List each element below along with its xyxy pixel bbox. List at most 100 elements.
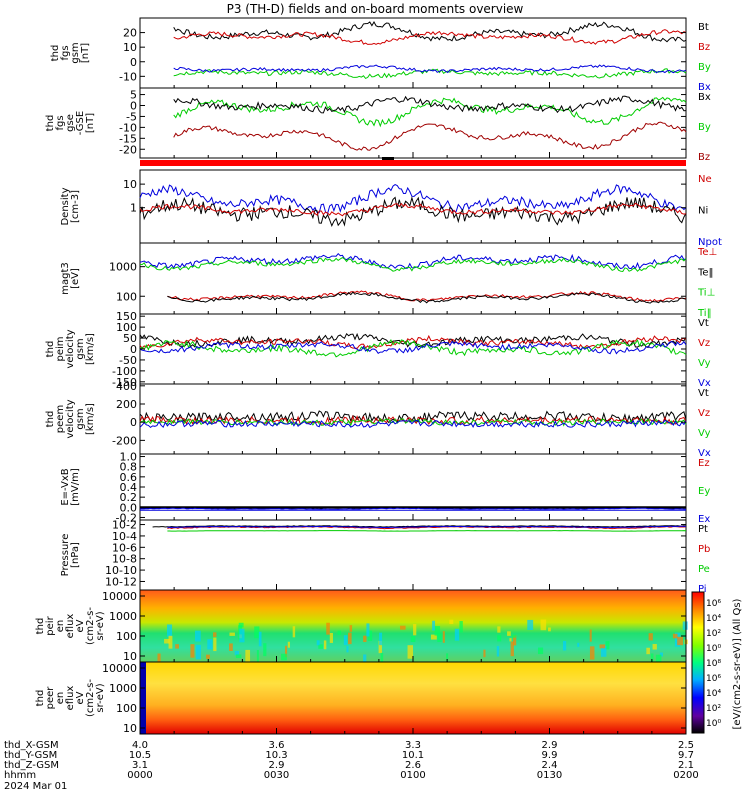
series-line-Vt: [139, 332, 687, 349]
spectrogram-pixel: [349, 625, 353, 632]
legend-Pe: Pe: [698, 564, 710, 575]
spectrogram-pixel: [497, 635, 502, 642]
spectrogram-pixel: [157, 653, 161, 664]
spectrogram-pixel: [195, 630, 201, 642]
y-axis-label-line: velocity: [65, 399, 76, 438]
panel-10: 10000 1000 100 10 thd peer en eflux eV (cm2-s-sr-…: [35, 661, 687, 735]
y-tick-label: 100: [116, 702, 137, 715]
colorbar-tick-label: 10⁰: [706, 719, 721, 729]
y-tick-label: 10-4: [112, 530, 137, 543]
spectrogram-pixel: [190, 644, 195, 658]
spectrogram-pixel: [659, 652, 663, 657]
x-row-label: thd_Y-GSM: [4, 750, 57, 761]
panel-4: 1000 100 magt3 [eV] Te⊥ Te‖ Ti⊥ Ti‖: [60, 242, 717, 319]
y-axis-label: thd peim velocity gsm [km/s]: [45, 329, 96, 368]
legend-Vx: Vx: [698, 378, 711, 389]
spectrogram-pixel: [379, 632, 383, 646]
series-line-Vt: [139, 410, 687, 425]
spectrogram-pixel: [256, 650, 259, 662]
spectrogram-pixel: [589, 629, 592, 642]
x-row-value: 2.4: [542, 760, 558, 771]
spectrogram-pixel: [497, 626, 501, 633]
legend-Te⊥: Te⊥: [697, 247, 717, 258]
y-axis-label-line: [eV]: [70, 268, 81, 289]
spectrogram-pixel: [346, 645, 349, 653]
spectrogram-pixel: [513, 635, 517, 646]
x-row-value: 0030: [264, 770, 289, 781]
y-tick-label: 10-6: [112, 541, 137, 554]
spectrogram-pixel: [432, 620, 436, 631]
y-axis-label-line: [km/s]: [85, 403, 96, 435]
y-axis-label-line: fgs: [55, 115, 66, 130]
colorbar: 10⁶ 10⁴ 10² 10⁰ 10⁸ 10⁶ 10⁴ 10² 10⁰ [eV/(cm2-s-sr…: [691, 591, 743, 734]
y-tick-label: 150: [116, 310, 137, 323]
legend-Ne: Ne: [698, 174, 712, 185]
y-axis-label: magt3 [eV]: [60, 262, 81, 295]
legend-Ez: Ez: [698, 458, 710, 469]
spectrogram-pixel: [449, 619, 454, 624]
x-row-value: 4.0: [132, 740, 148, 751]
spectrogram-pixel: [239, 628, 245, 643]
y-tick-label: 1000: [109, 261, 137, 274]
x-axis: thd_X-GSM 4.0 3.6 3.3 2.9 2.5 thd_Y-GSM 10.5 10.…: [4, 740, 699, 792]
series-line-Npot: [139, 202, 687, 217]
y-tick-label: -15: [119, 132, 137, 145]
spectrogram-pixel: [258, 631, 262, 647]
y-axis-label-line: gse: [65, 114, 76, 132]
legend-By: By: [698, 62, 711, 73]
spectrogram-pixel: [234, 651, 239, 656]
series-line-Pe: [167, 530, 687, 532]
y-tick-label: 0.2: [120, 491, 138, 504]
y-axis-label-line: peer: [45, 686, 56, 710]
y-axis-label-line: en: [55, 692, 66, 705]
panel-frame: [139, 17, 687, 89]
x-row-value: 10.3: [265, 750, 287, 761]
series-line-Bz: [173, 121, 687, 151]
spectrogram-pixel: [229, 632, 235, 636]
y-tick-label: 0.6: [120, 471, 138, 484]
y-tick-label: 10-8: [112, 553, 137, 566]
y-tick-label: 100: [116, 630, 137, 643]
legend-Vt: Vt: [698, 318, 709, 329]
plot-title: P3 (TH-D) fields and on-board moments ov…: [227, 2, 524, 16]
y-axis-label: Density [cm-3]: [60, 187, 81, 225]
y-tick-label: 0: [130, 56, 137, 69]
y-axis-label-line: fgs: [60, 45, 71, 60]
y-tick-label: 0: [130, 100, 137, 113]
y-tick-label: 1.0: [120, 451, 138, 464]
y-tick-label: 0.4: [120, 481, 138, 494]
y-tick-label: -10: [119, 121, 137, 134]
spectrogram-pixel: [168, 635, 173, 649]
x-row-value: 2.5: [678, 740, 694, 751]
series-line-Vx: [139, 419, 687, 429]
y-axis-label-line: peim: [55, 336, 66, 361]
spectrogram-pixel: [562, 640, 567, 651]
x-row-value: 9.9: [542, 750, 558, 761]
y-tick-label: 10: [123, 41, 137, 54]
spectrogram-pixel: [577, 642, 580, 647]
series-line-Ni: [139, 196, 687, 227]
legend-Bt: Bt: [698, 22, 709, 33]
series-line-Vy: [139, 339, 687, 358]
series-line-Te‖: [139, 257, 687, 273]
spectrogram-pixel: [167, 624, 173, 637]
legend-Te‖: Te‖: [697, 267, 714, 278]
legend-Ex: Ex: [698, 514, 710, 525]
y-tick-label: -200: [112, 434, 137, 447]
spectrogram-pixel: [677, 636, 684, 646]
legend-Pi: Pi: [698, 584, 707, 595]
series-line-Ti⊥: [167, 290, 687, 303]
legend-Ti⊥: Ti⊥: [697, 288, 715, 299]
spectrogram-pixel: [510, 641, 514, 657]
spectrogram-pixel: [285, 645, 288, 658]
spectrogram-pixel: [646, 647, 650, 655]
colorbar-tick-label: 10⁴: [706, 614, 721, 624]
spectrogram-pixel: [430, 634, 437, 640]
y-axis-label-line: gsm: [70, 42, 81, 63]
x-row-value: 10.1: [402, 750, 424, 761]
y-axis-label-line: sr-eV): [95, 683, 106, 712]
legend-Ni: Ni: [698, 206, 708, 217]
spectrogram-pixel: [589, 646, 595, 660]
